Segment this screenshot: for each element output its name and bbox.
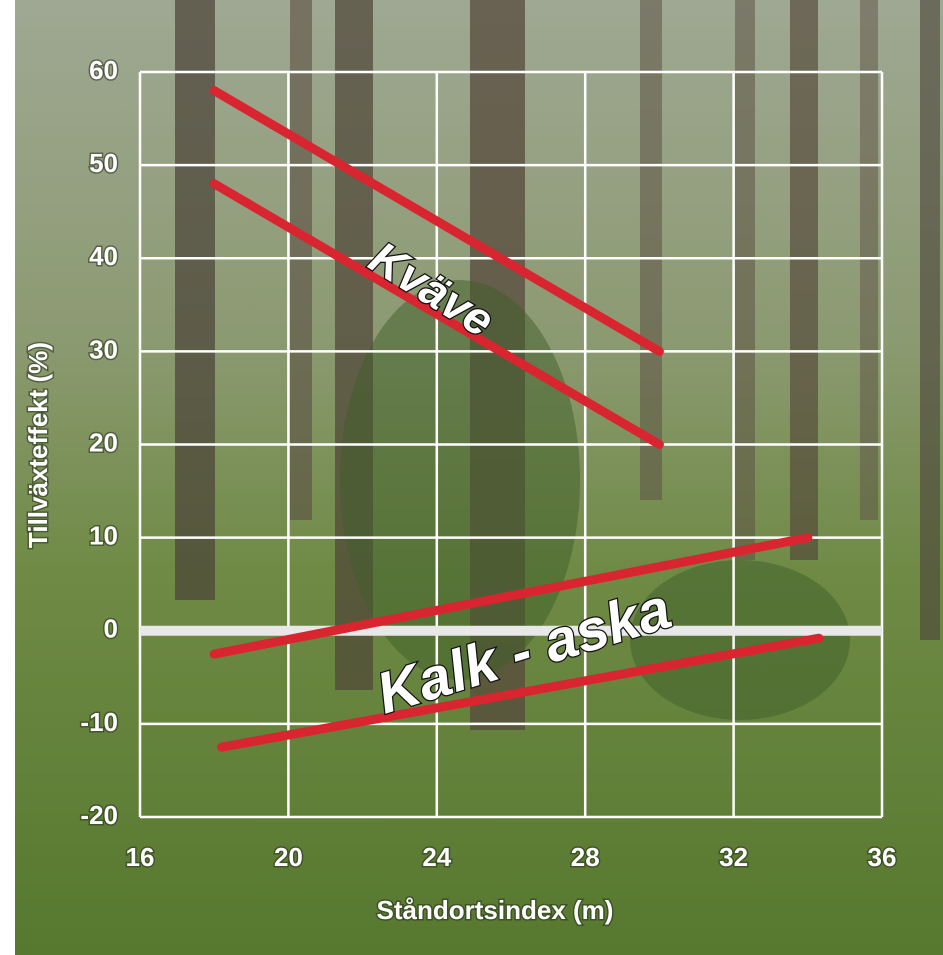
data-line bbox=[209, 179, 664, 449]
y-tick-label: 0 bbox=[104, 614, 118, 644]
x-axis-title: Ståndortsindex (m) bbox=[377, 895, 614, 925]
y-axis-title: Tillväxteffekt (%) bbox=[23, 342, 53, 548]
x-tick-label: 20 bbox=[274, 842, 303, 872]
y-tick-label: 50 bbox=[89, 148, 118, 178]
y-tick-label: -20 bbox=[80, 800, 118, 830]
data-line bbox=[217, 633, 824, 752]
x-tick-label: 28 bbox=[571, 842, 600, 872]
data-line bbox=[209, 86, 664, 356]
x-tick-label: 32 bbox=[719, 842, 748, 872]
y-tick-label: 60 bbox=[89, 55, 118, 85]
data-line bbox=[209, 533, 813, 659]
x-tick-label: 16 bbox=[126, 842, 155, 872]
y-tick-label: 10 bbox=[89, 521, 118, 551]
y-tick-label: -10 bbox=[80, 707, 118, 737]
x-tick-label: 36 bbox=[868, 842, 897, 872]
y-tick-label: 20 bbox=[89, 427, 118, 457]
background bbox=[15, 0, 943, 955]
y-tick-label: 30 bbox=[89, 334, 118, 364]
y-tick-label: 40 bbox=[89, 241, 118, 271]
x-tick-label: 24 bbox=[422, 842, 451, 872]
